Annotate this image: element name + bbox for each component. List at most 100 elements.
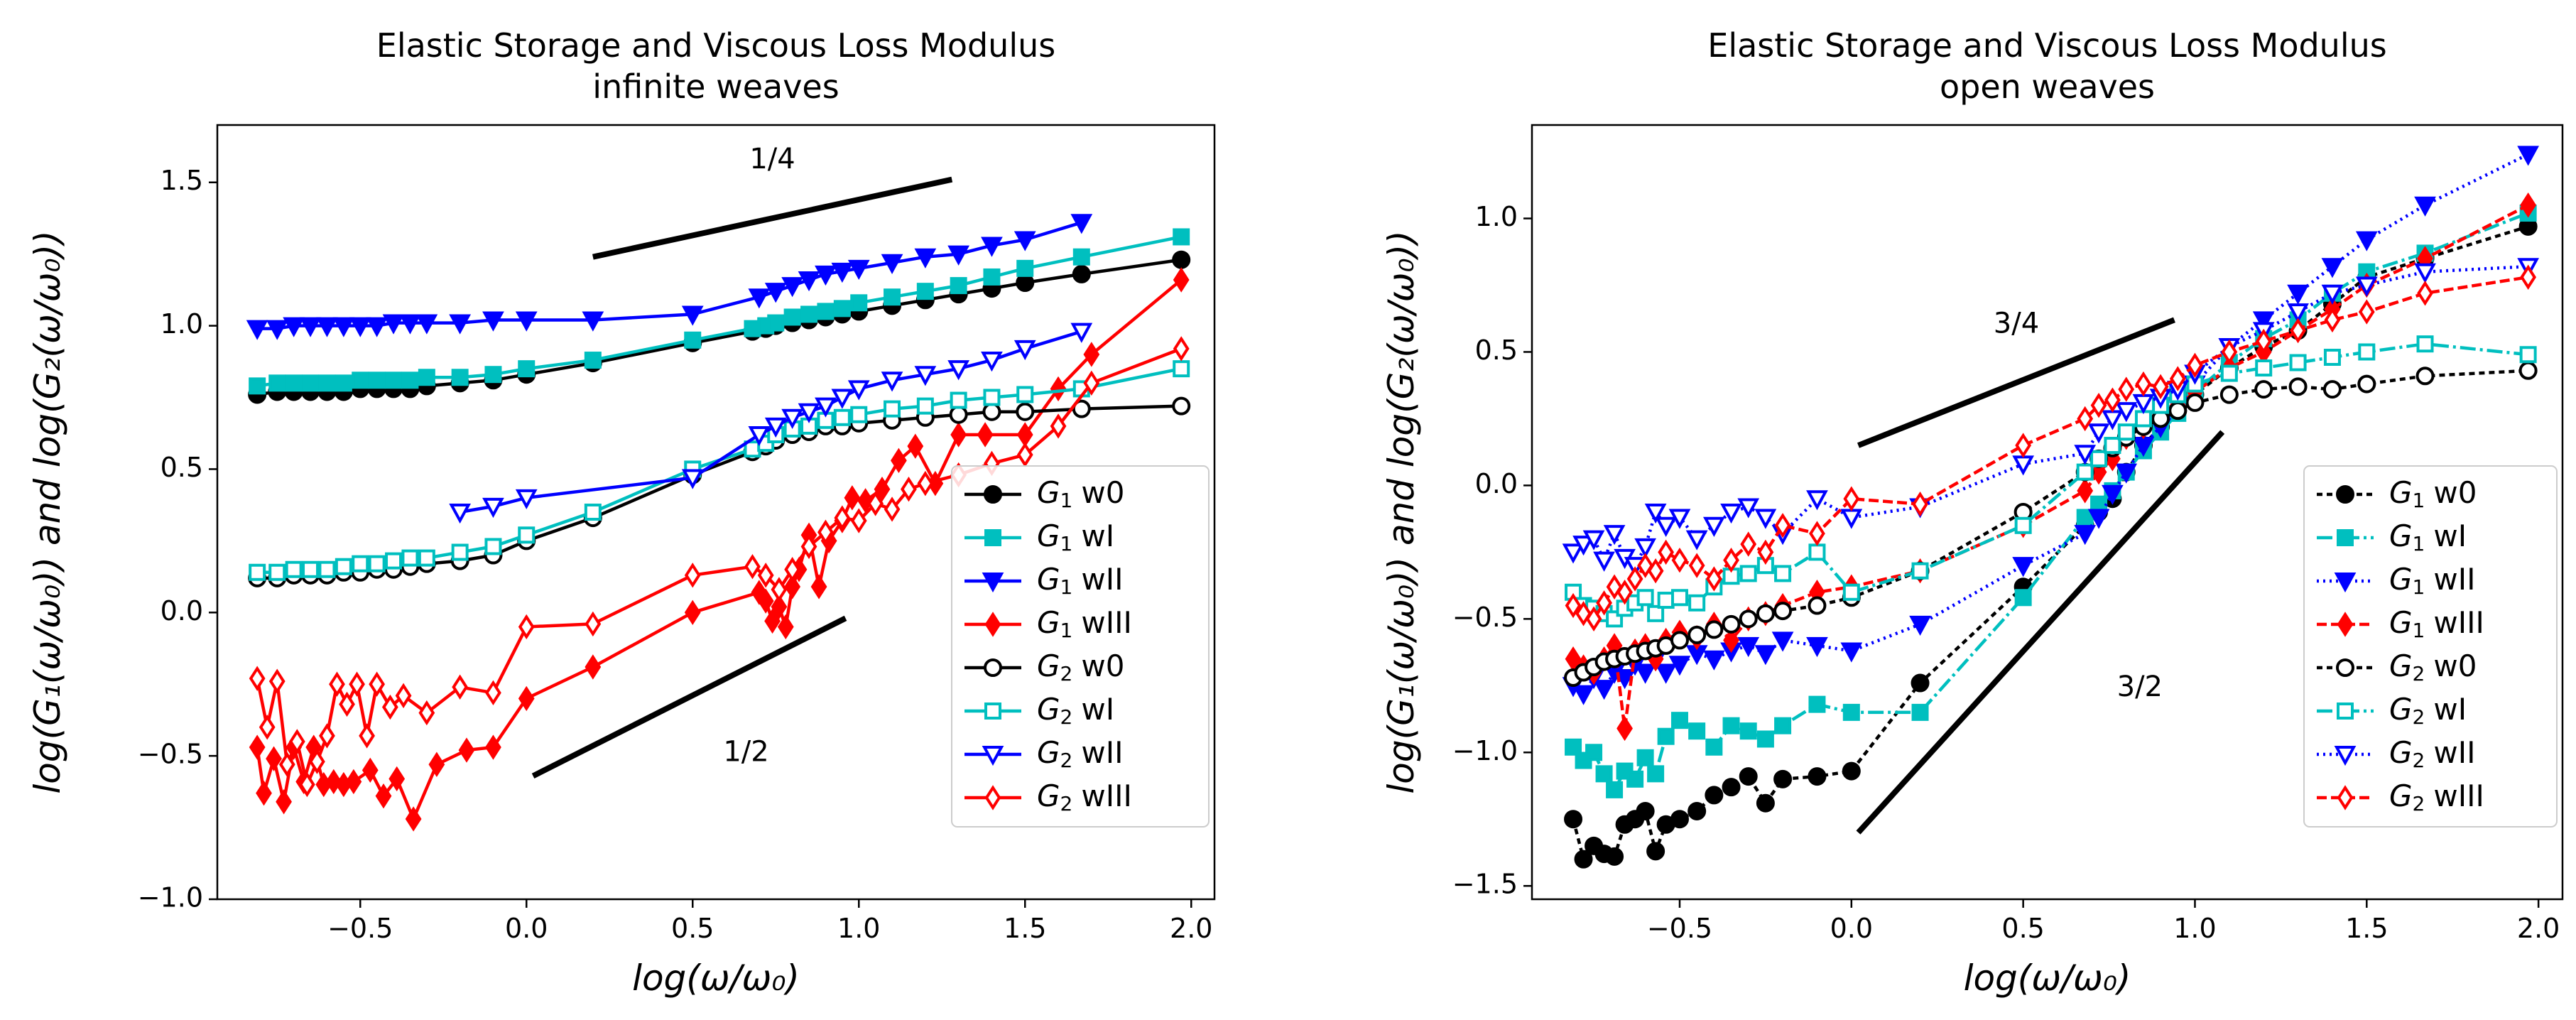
chart-title: Elastic Storage and Viscous Loss Modulus <box>1707 26 2386 65</box>
legend-subscript: 2 <box>2413 705 2425 729</box>
legend-symbol: G <box>2389 735 2413 770</box>
data-point <box>1909 615 1931 636</box>
legend-symbol: G <box>1037 735 1060 770</box>
data-point <box>249 666 266 691</box>
legend-tag: wII <box>1081 735 1123 770</box>
data-point <box>798 403 820 423</box>
legend-subscript: 2 <box>2413 792 2425 815</box>
legend-label: G2 w0 <box>2389 649 2477 686</box>
data-point <box>1754 509 1777 529</box>
legend-tag: wII <box>1081 562 1123 597</box>
data-point <box>329 671 345 697</box>
data-point <box>817 519 834 545</box>
x-tick-label: 1.5 <box>1004 913 1046 944</box>
x-tick-label: 0.5 <box>2001 913 2044 944</box>
data-point <box>482 311 504 332</box>
data-point <box>1050 413 1067 439</box>
data-point <box>2321 258 2344 278</box>
data-point <box>1739 722 1757 740</box>
data-point <box>2219 385 2239 404</box>
data-point <box>1647 604 1665 622</box>
legend-subscript: 1 <box>2413 619 2425 642</box>
data-point <box>2519 346 2537 364</box>
legend-marker <box>984 785 1001 810</box>
data-point <box>1668 656 1691 676</box>
data-point <box>1688 553 1705 578</box>
data-point <box>2355 231 2378 251</box>
data-point <box>850 406 868 423</box>
data-point <box>2168 401 2188 421</box>
data-point <box>266 320 288 340</box>
chart-open-weaves: Elastic Storage and Viscous Loss Modulus… <box>1381 26 2564 999</box>
data-point <box>2288 377 2308 396</box>
data-point <box>268 374 286 392</box>
data-point <box>833 408 851 426</box>
legend-marker <box>2336 485 2354 504</box>
legend-symbol: G <box>1037 519 1060 553</box>
data-point <box>947 360 970 381</box>
chart-subtitle: infinite weaves <box>592 67 839 106</box>
data-point <box>349 317 371 337</box>
data-point <box>681 469 704 489</box>
data-point <box>1688 722 1706 740</box>
y-tick-label: 1.5 <box>161 165 203 196</box>
data-point <box>1705 566 1722 592</box>
data-point <box>914 248 937 268</box>
data-point <box>981 352 1003 372</box>
data-point <box>1722 778 1741 797</box>
slope-line <box>1856 430 2225 835</box>
data-point <box>352 371 369 389</box>
data-point <box>1912 492 1928 517</box>
data-point <box>1172 396 1191 416</box>
data-point <box>1842 703 1860 721</box>
data-point <box>1070 322 1093 343</box>
data-point <box>684 599 701 625</box>
data-point <box>783 308 801 326</box>
y-axis-label: log(G₁(ω/ω₀)) and log(G₂(ω/ω₀)) <box>1381 230 1422 793</box>
legend-marker <box>984 702 1001 720</box>
data-point <box>2074 525 2097 546</box>
legend-marker <box>982 746 1004 766</box>
data-point <box>1840 642 1863 663</box>
data-point <box>418 549 435 567</box>
data-point <box>381 694 398 720</box>
legend-item: G1 w0 <box>964 475 1124 512</box>
legend-symbol: G <box>2389 778 2413 813</box>
data-point <box>784 557 801 582</box>
data-point <box>1173 360 1190 378</box>
data-point <box>1771 631 1794 652</box>
data-point <box>2076 509 2094 526</box>
data-point <box>1173 336 1190 362</box>
y-tick-label: 0.5 <box>161 452 203 483</box>
data-point <box>1705 786 1724 805</box>
data-point <box>1670 712 1688 729</box>
data-point <box>1655 663 1677 684</box>
data-point <box>2104 437 2121 455</box>
legend-box <box>951 465 1210 828</box>
data-point <box>874 477 891 502</box>
data-point <box>401 549 419 567</box>
data-point <box>1647 558 1664 584</box>
data-point <box>518 526 536 544</box>
data-point <box>349 671 365 697</box>
y-tick-label: 0.0 <box>161 595 203 626</box>
legend-tag: wII <box>2433 735 2475 770</box>
data-point <box>582 311 604 332</box>
data-point <box>2115 402 2138 423</box>
data-point <box>815 397 837 418</box>
data-point <box>1808 695 1826 713</box>
data-point <box>1668 509 1691 529</box>
legend-subscript: 1 <box>2413 532 2425 555</box>
data-point <box>515 311 538 332</box>
data-point <box>1702 650 1725 671</box>
legend-symbol: G <box>2389 519 2413 553</box>
legend-label: G1 wIII <box>2389 605 2484 643</box>
data-point <box>781 277 804 298</box>
data-point <box>1723 627 1739 653</box>
legend-label: G1 w0 <box>2389 475 2477 513</box>
data-point <box>1688 625 1707 644</box>
data-point <box>449 504 472 524</box>
data-point <box>368 371 386 389</box>
data-point <box>335 374 352 392</box>
